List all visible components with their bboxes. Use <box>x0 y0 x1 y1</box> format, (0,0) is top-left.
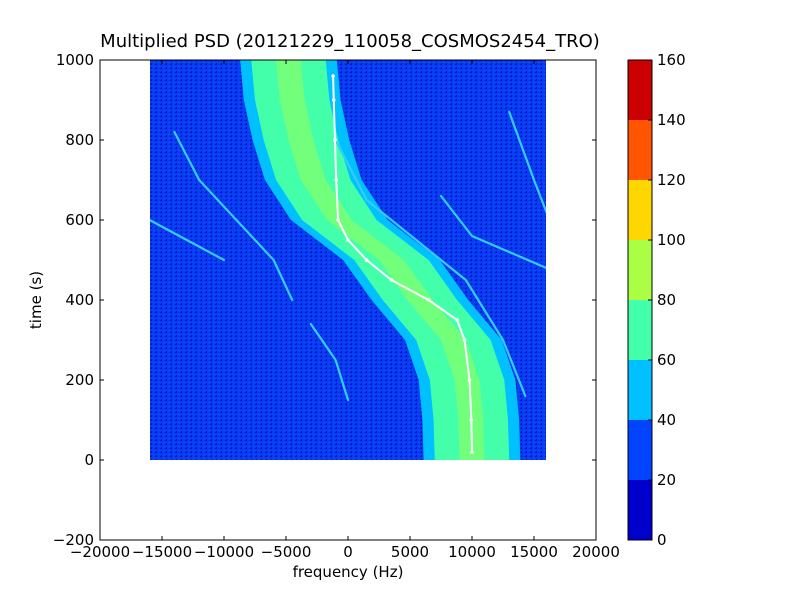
y-tick-label: 0 <box>84 451 94 469</box>
colorbar-tick-label: 120 <box>657 171 686 189</box>
fit-point <box>426 298 431 302</box>
fit-curve-layer <box>331 74 474 454</box>
x-axis: −20000 −15000 −10000 −5000 0 5000 10000 15000 20… <box>70 60 620 561</box>
harmonic-line-1 <box>334 138 527 398</box>
x-tick-label: 15000 <box>510 543 558 561</box>
fit-point <box>331 98 336 102</box>
colorbar: 0 20 40 60 80 100 120 140 160 <box>627 51 686 549</box>
harmonic-line-4 <box>309 322 350 402</box>
y-tick-label: 800 <box>65 131 94 149</box>
chart-title: Multiplied PSD (20121229_110058_COSMOS24… <box>100 31 600 52</box>
x-tick-label: 5000 <box>391 543 429 561</box>
x-tick-label: 0 <box>343 543 353 561</box>
fit-point <box>333 138 337 142</box>
colorbar-bin <box>628 480 652 540</box>
y-axis: −200 0 200 400 600 800 1000 <box>53 51 596 549</box>
colorbar-bin <box>628 420 652 480</box>
colorbar-bin <box>628 120 652 180</box>
y-axis-label: time (s) <box>27 271 45 329</box>
fit-point <box>462 338 467 342</box>
colorbar-tick-label: 80 <box>657 291 676 309</box>
y-tick-label: 400 <box>65 291 94 309</box>
fit-point <box>346 238 350 242</box>
colorbar-tick-label: 0 <box>657 531 667 549</box>
harmonic-line-5 <box>508 110 546 214</box>
colorbar-tick-label: 20 <box>657 471 676 489</box>
x-tick-label: −10000 <box>194 543 254 561</box>
x-tick-label: −5000 <box>261 543 312 561</box>
colorbar-tick-label: 60 <box>657 351 676 369</box>
x-tick-label: −15000 <box>132 543 192 561</box>
colorbar-bin <box>628 180 652 240</box>
plot-area: −20000 −15000 −10000 −5000 0 5000 10000 15000 20… <box>53 51 620 561</box>
colorbar-bin <box>628 60 652 120</box>
y-tick-label: 200 <box>65 371 94 389</box>
x-tick-label: 10000 <box>448 543 496 561</box>
colorbar-bin <box>628 240 652 300</box>
x-axis-label: frequency (Hz) <box>293 563 404 581</box>
fit-point <box>455 318 459 322</box>
colorbar-bin <box>628 360 652 420</box>
signal-band-core <box>276 60 485 460</box>
fit-point <box>470 450 474 454</box>
colorbar-tick-label: 100 <box>657 231 686 249</box>
colorbar-tick-label: 40 <box>657 411 676 429</box>
heatmap <box>150 60 546 460</box>
y-tick-label: 1000 <box>56 51 94 69</box>
fit-point <box>364 258 369 262</box>
fit-point <box>469 418 474 422</box>
fit-point <box>336 218 340 222</box>
colorbar-tick-label: 160 <box>657 51 686 69</box>
fit-point <box>467 378 472 382</box>
fit-point <box>331 74 335 78</box>
harmonic-line-0 <box>173 130 294 302</box>
x-tick-label: 20000 <box>572 543 620 561</box>
signal-band <box>251 60 510 460</box>
fit-curve <box>332 75 473 453</box>
y-tick-label: −200 <box>53 531 94 549</box>
fit-point <box>389 278 394 282</box>
x-tick-label: −20000 <box>70 543 130 561</box>
y-tick-label: 600 <box>65 211 94 229</box>
harmonic-line-2 <box>439 194 546 270</box>
fit-point <box>334 178 339 182</box>
harmonic-line-3 <box>150 218 226 262</box>
colorbar-tick-label: 140 <box>657 111 686 129</box>
colorbar-bin <box>628 300 652 360</box>
